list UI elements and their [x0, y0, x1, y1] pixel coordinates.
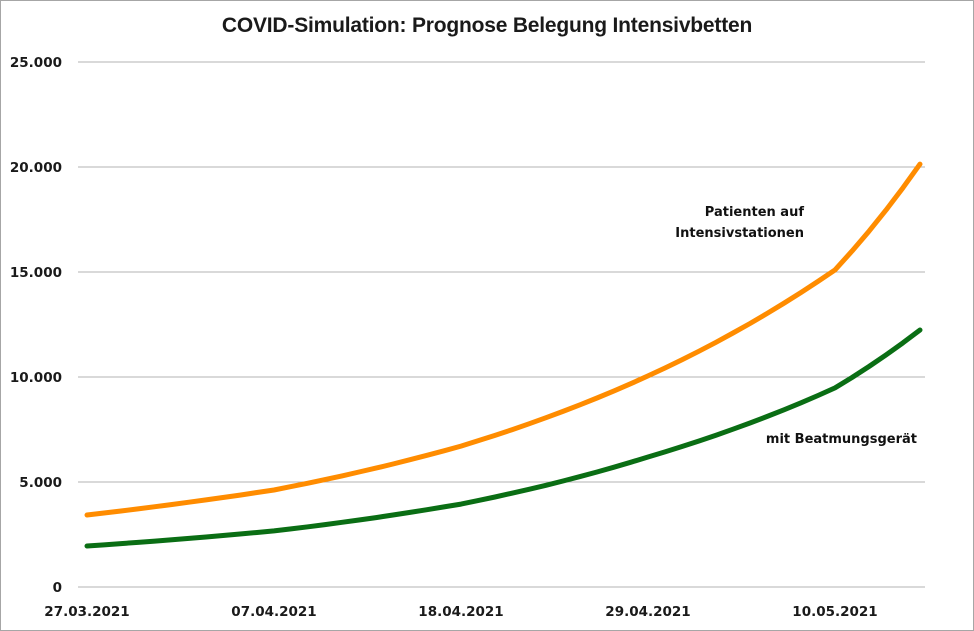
series-annotations: Patienten auf Intensivstationen mit Beatmu… [675, 205, 917, 447]
chart-title: COVID-Simulation: Prognose Belegung Inte… [221, 14, 753, 37]
x-tick-label: 29.04.2021 [605, 604, 690, 620]
y-tick-label: 0 [53, 580, 62, 596]
y-axis-ticks: 0 5.000 10.000 15.000 20.000 25.000 [10, 55, 62, 596]
annotation-intensive-care: Intensivstationen [675, 226, 804, 241]
y-tick-label: 5.000 [19, 475, 62, 491]
annotation-ventilator: mit Beatmungsgerät [766, 432, 917, 447]
x-tick-label: 18.04.2021 [418, 604, 503, 620]
y-tick-label: 15.000 [10, 265, 62, 281]
y-tick-label: 25.000 [10, 55, 62, 71]
x-tick-label: 07.04.2021 [231, 604, 316, 620]
x-axis-ticks: 27.03.2021 07.04.2021 18.04.2021 29.04.2021… [44, 604, 877, 620]
series-line-ventilator [84, 327, 923, 549]
gridlines [78, 61, 925, 588]
y-tick-label: 20.000 [10, 160, 62, 176]
annotation-intensive-care: Patienten auf [705, 205, 805, 220]
x-tick-label: 27.03.2021 [44, 604, 129, 620]
x-tick-label: 10.05.2021 [792, 604, 877, 620]
series-line-intensive-care [84, 161, 923, 518]
series-lines [84, 161, 923, 549]
y-tick-label: 10.000 [10, 370, 62, 386]
